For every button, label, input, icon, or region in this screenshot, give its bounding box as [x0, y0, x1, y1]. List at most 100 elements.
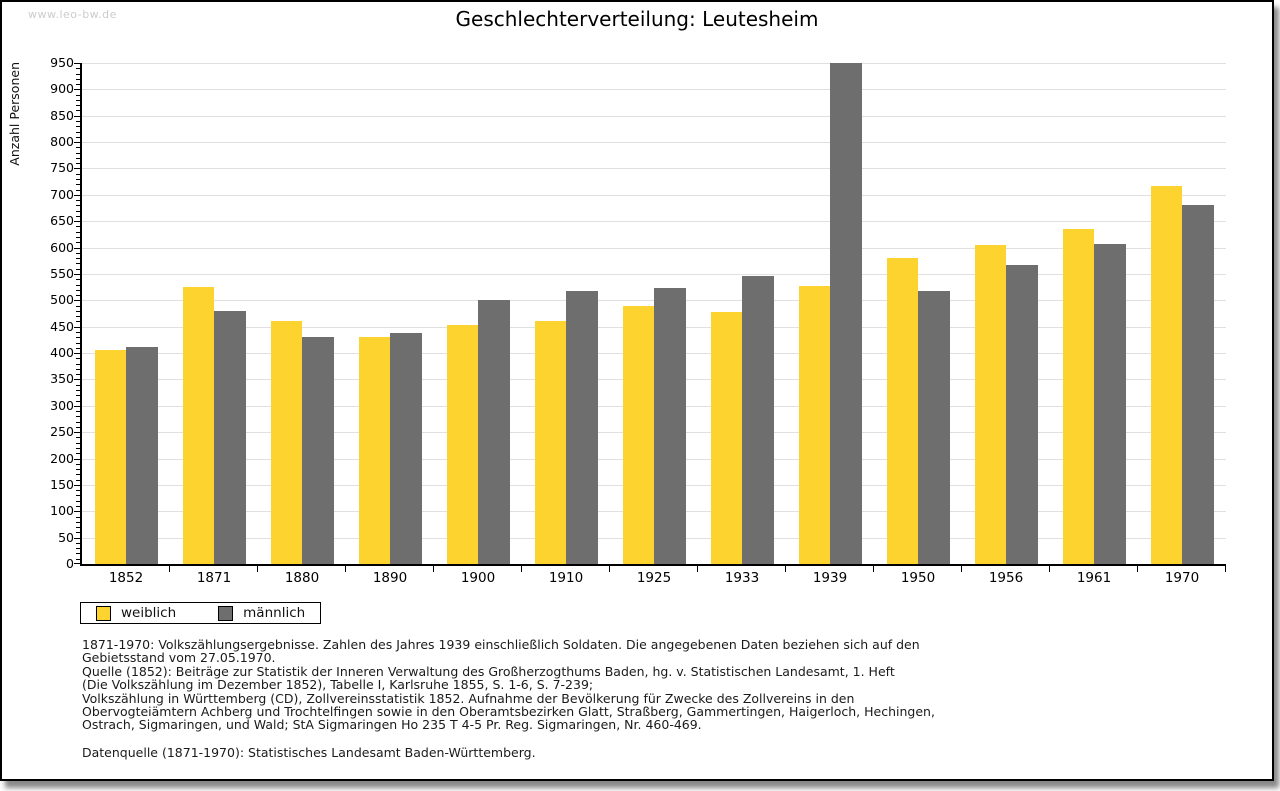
y-tick-950 [74, 63, 80, 64]
y-tick-minor [76, 358, 80, 360]
bar-männlich-1890 [390, 333, 422, 564]
y-tick-label: 350 [50, 371, 74, 387]
y-tick-label: 450 [50, 318, 74, 334]
y-tick-minor [76, 99, 80, 101]
bar-männlich-1933 [742, 276, 774, 564]
x-axis-label-1910: 1910 [548, 570, 584, 586]
bar-weiblich-1900 [446, 325, 478, 564]
y-tick-minor [76, 242, 80, 244]
bar-männlich-1925 [654, 288, 686, 564]
x-tick [873, 566, 874, 572]
y-tick-label: 650 [50, 213, 74, 229]
y-tick-minor [76, 210, 80, 212]
y-tick-label: 900 [50, 81, 74, 97]
x-tick [961, 566, 962, 572]
y-tick-minor [76, 389, 80, 391]
gridline-y-900 [82, 89, 1226, 91]
y-tick-minor [76, 310, 80, 312]
bar-weiblich-1925 [622, 306, 654, 564]
y-tick-minor [76, 331, 80, 333]
y-tick-900 [74, 89, 80, 91]
watermark: www.leo-bw.de [28, 8, 117, 21]
y-tick-minor [76, 237, 80, 239]
footnote-line: Ostrach, Sigmaringen, und Wald; StA Sigm… [82, 717, 702, 733]
bar-männlich-1956 [1006, 264, 1038, 564]
y-tick-300 [74, 405, 80, 407]
y-tick-minor [76, 490, 80, 492]
x-axis-label-1880: 1880 [284, 570, 320, 586]
bar-weiblich-1961 [1062, 229, 1094, 564]
x-tick [785, 566, 786, 572]
bar-weiblich-1970 [1150, 185, 1182, 564]
bar-männlich-1910 [566, 290, 598, 564]
x-axis-label-1950: 1950 [900, 570, 936, 586]
y-tick-550 [74, 273, 80, 275]
legend-entry-männlich: männlich [218, 605, 305, 621]
x-tick [1137, 566, 1138, 572]
x-axis-label-1939: 1939 [812, 570, 848, 586]
y-tick-minor [76, 321, 80, 323]
y-tick-minor [76, 453, 80, 455]
y-tick-minor [76, 521, 80, 523]
y-tick-minor [76, 215, 80, 217]
y-tick-minor [76, 374, 80, 376]
y-tick-minor [76, 469, 80, 471]
x-axis-label-1970: 1970 [1164, 570, 1200, 586]
bar-männlich-1871 [214, 311, 246, 564]
bar-männlich-1939 [830, 63, 862, 564]
y-tick-minor [76, 347, 80, 349]
y-tick-minor [76, 305, 80, 307]
gridline-y-750 [82, 168, 1226, 170]
y-tick-minor [76, 126, 80, 128]
footnote-line: (Die Volkszählung im Dezember 1852), Tab… [82, 677, 594, 693]
y-tick-minor [76, 516, 80, 518]
y-tick-minor [76, 384, 80, 386]
y-tick-label: 850 [50, 107, 74, 123]
y-tick-minor [76, 84, 80, 86]
x-axis-label-1900: 1900 [460, 570, 496, 586]
legend-label-weiblich: weiblich [121, 605, 177, 621]
legend: weiblich männlich [80, 602, 322, 624]
footnote-line: Gebietsstand vom 27.05.1970. [82, 650, 276, 666]
y-tick-minor [76, 157, 80, 159]
y-tick-minor [76, 289, 80, 291]
y-tick-minor [76, 437, 80, 439]
bar-weiblich-1890 [358, 336, 390, 564]
y-tick-minor [76, 542, 80, 544]
y-tick-minor [76, 337, 80, 339]
y-tick-minor [76, 500, 80, 502]
bar-weiblich-1880 [270, 321, 302, 564]
y-tick-0 [74, 563, 80, 564]
bar-weiblich-1910 [534, 321, 566, 564]
footnote-line: Quelle (1852): Beiträge zur Statistik de… [82, 663, 895, 679]
y-tick-minor [76, 252, 80, 254]
y-tick-minor [76, 184, 80, 186]
footnote-line: Volkszählung in Württemberg (CD), Zollve… [82, 690, 855, 706]
bar-männlich-1880 [302, 336, 334, 564]
y-tick-500 [74, 300, 80, 302]
footnote-line: Obervogteiämtern Achberg und Trochtelfin… [82, 704, 935, 720]
y-tick-label: 550 [50, 265, 74, 281]
legend-label-männlich: männlich [243, 605, 306, 621]
bar-weiblich-1956 [974, 245, 1006, 564]
y-tick-600 [74, 247, 80, 249]
x-axis-label-1956: 1956 [988, 570, 1024, 586]
y-tick-400 [74, 353, 80, 355]
bar-weiblich-1852 [94, 349, 126, 564]
y-tick-minor [76, 368, 80, 370]
y-tick-50 [74, 537, 80, 539]
x-axis-label-1933: 1933 [724, 570, 760, 586]
y-tick-minor [76, 268, 80, 270]
y-tick-minor [76, 205, 80, 207]
y-tick-label: 500 [50, 292, 74, 308]
y-tick-150 [74, 484, 80, 486]
y-tick-label: 800 [50, 134, 74, 150]
y-tick-label: 950 [50, 55, 74, 70]
bar-weiblich-1939 [798, 286, 830, 564]
y-tick-minor [76, 426, 80, 428]
x-tick [609, 566, 610, 572]
gridline-y-550 [82, 273, 1226, 275]
legend-swatch-männlich [218, 605, 234, 621]
y-tick-minor [76, 447, 80, 449]
